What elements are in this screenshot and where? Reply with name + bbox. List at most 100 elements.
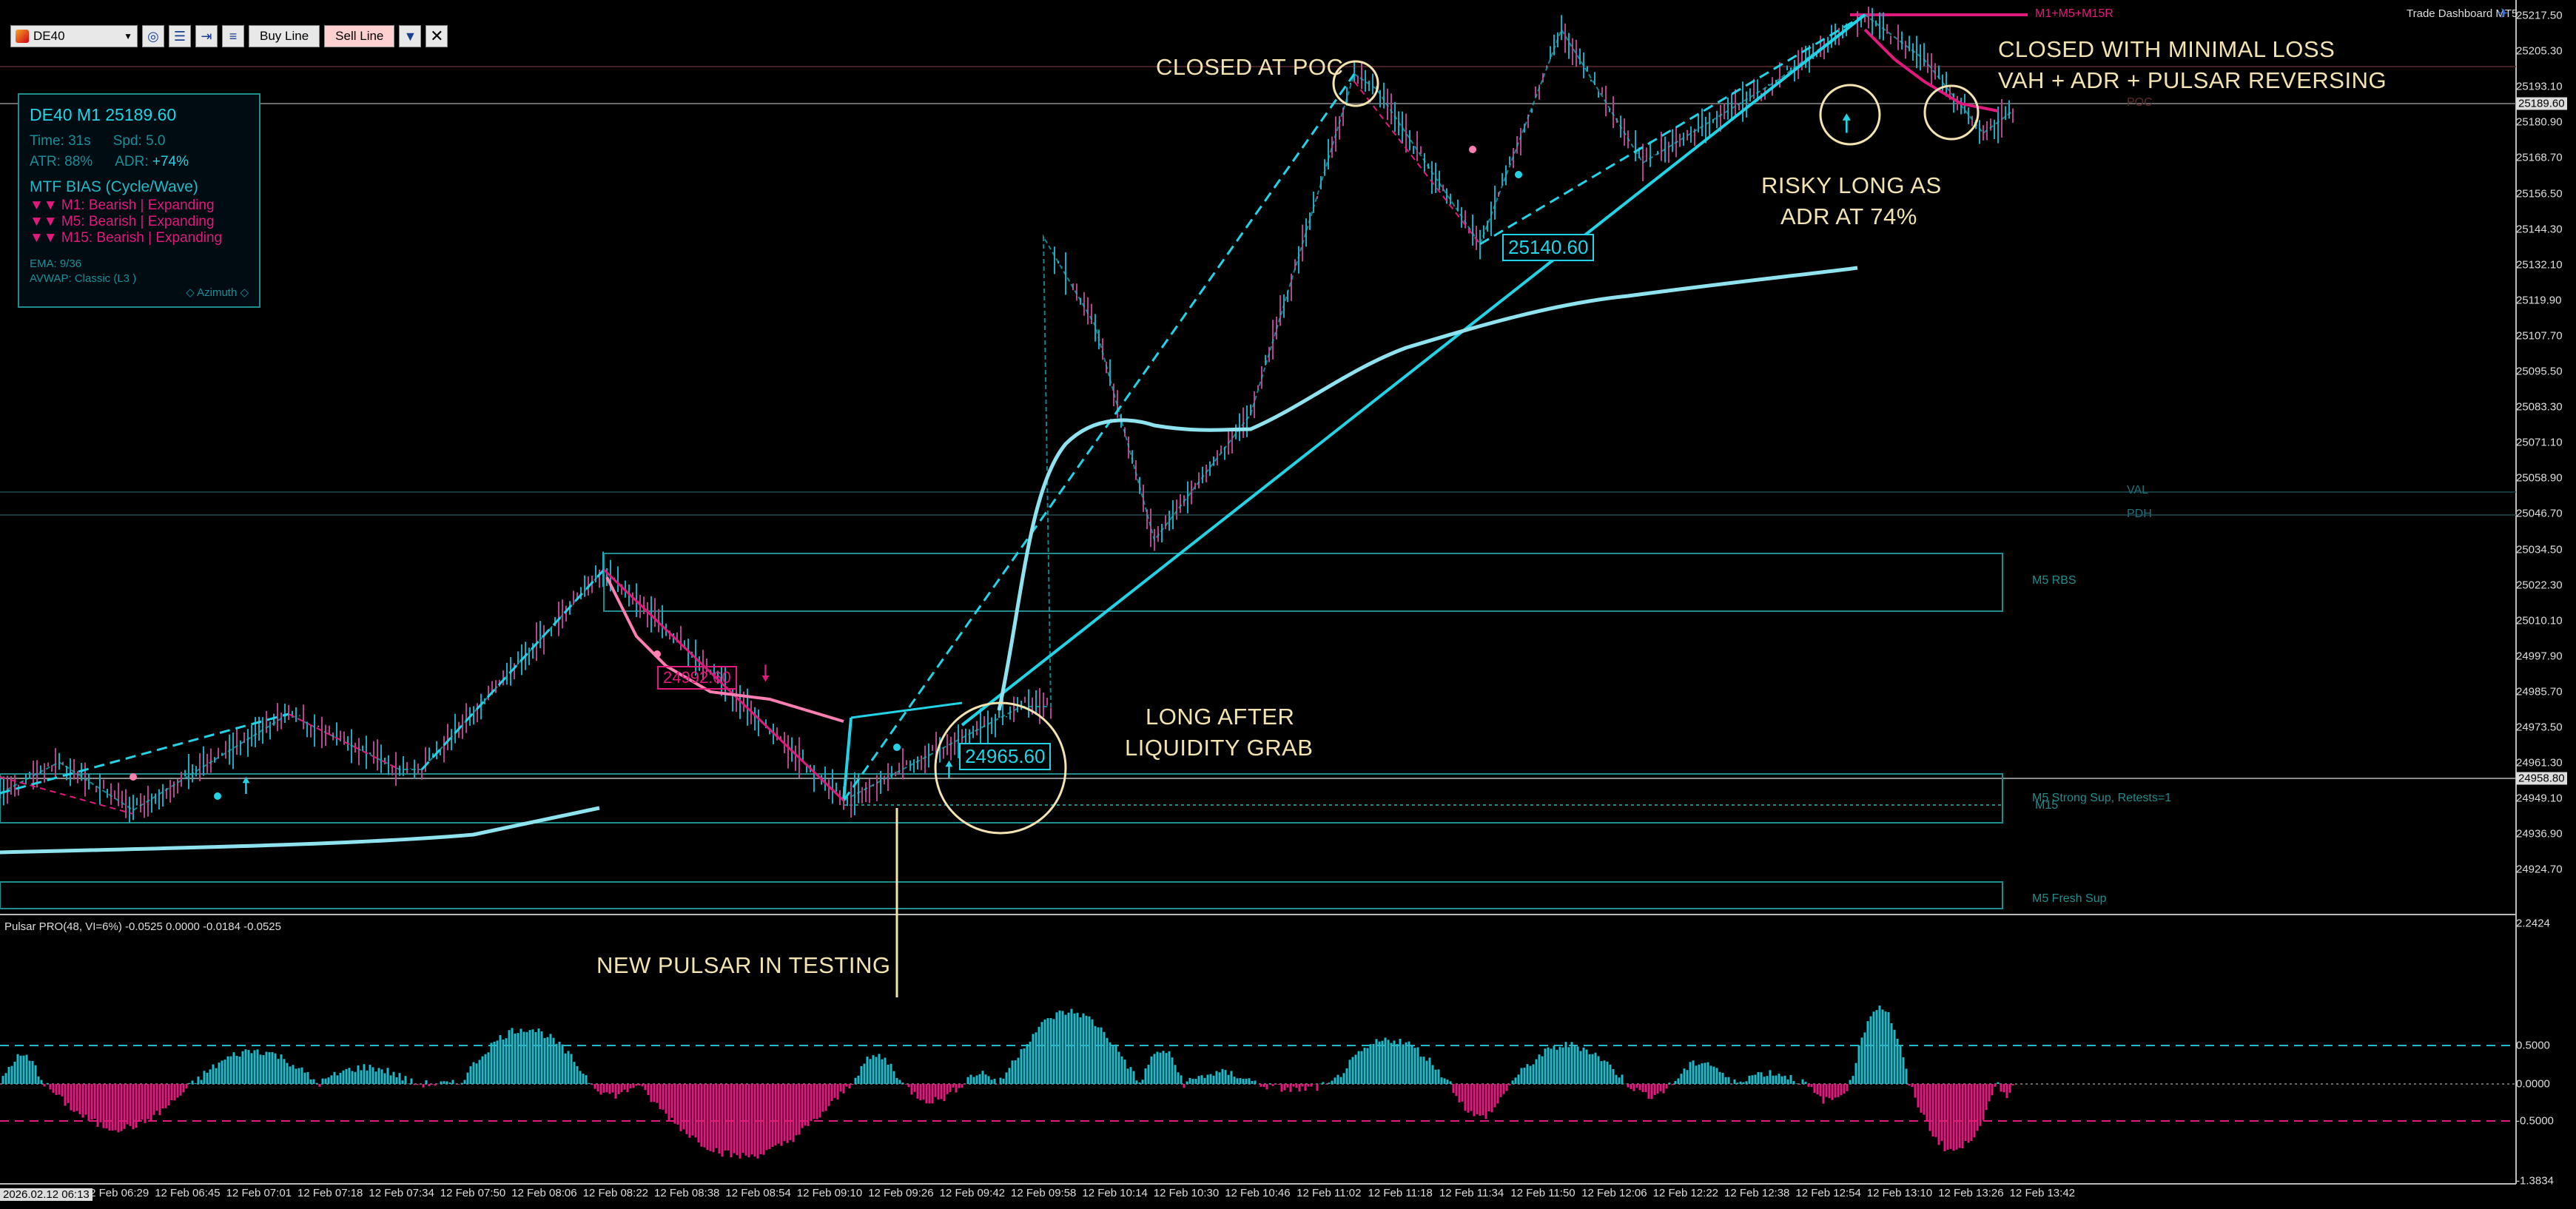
time-tick-label: 12 Feb 10:46 [1225,1187,1291,1199]
price-tick-label: 25107.70 [2516,329,2563,343]
time-tick-label: 12 Feb 08:22 [582,1187,648,1199]
candles [0,7,2014,824]
price-tick-label: 25144.30 [2516,223,2563,236]
symbol-select[interactable]: DE40 ▼ [10,25,138,47]
adr-label: ADR: [115,154,149,169]
dashed-trend-2 [1479,13,1866,246]
annotation-risky-1: RISKY LONG AS [1761,172,1942,198]
price-tick-label: 25193.10 [2516,80,2563,93]
time-tick-label: 12 Feb 09:58 [1010,1187,1077,1199]
lower-price-tag: 24958.80 [2516,772,2567,785]
oscillator-histogram [0,1006,2014,1159]
pink-ma-right [1863,28,1999,112]
annotation-long-1: LONG AFTER [1146,704,1295,730]
price-tick-label: 25205.30 [2516,44,2563,58]
price-tick-label: 25168.70 [2516,151,2563,164]
close-icon: ✕ [430,27,444,45]
time-tick-label: 12 Feb 07:34 [369,1187,434,1199]
time-tick-label: 12 Feb 11:18 [1368,1187,1433,1199]
chevron-down-icon: ▼ [403,28,417,44]
signal-dot [214,792,221,800]
arrows-icon: ⇥ [201,28,212,44]
pink-swing-4 [0,776,134,815]
dashed-trend-1 [842,73,1356,801]
bias-m15: ▼▼ M15: Bearish | Expanding [30,230,223,246]
price-tick-label: 25132.10 [2516,258,2563,272]
long-entry-circle [934,701,1067,835]
time-label: Time: 31s [30,133,91,149]
buy-line-button[interactable]: Buy Line [249,25,320,47]
signal-dot [1515,171,1522,178]
up-arrow-icon: 🠕 [1841,109,1852,138]
level-label-m1m5m15r: M1+M5+M15R [2035,7,2113,20]
close-button[interactable]: ✕ [426,25,448,47]
poc-close-circle [1332,60,1379,107]
osc-tick-label: 2.2424 [2516,917,2550,930]
annotation-pulsar-test: NEW PULSAR IN TESTING [596,952,891,978]
chevron-down-icon: ▼ [124,31,132,41]
price-tick-label: 24961.30 [2516,756,2563,769]
crosshair-icon: ◎ [147,28,159,44]
price-tick-label: 25119.90 [2516,294,2562,307]
time-axis-start: 2026.02.12 06:13 [0,1188,93,1201]
time-tick-label: 12 Feb 09:26 [868,1187,934,1199]
up-arrow-icon: 🠕 [944,757,954,783]
time-tick-label: 12 Feb 09:10 [796,1187,863,1199]
m5-rbs-zone [603,553,2003,612]
pink-swing-down [602,568,845,802]
annotation-long-2: LIQUIDITY GRAB [1125,735,1314,761]
price-tick-label: 25046.70 [2516,507,2563,520]
time-tick-label: 12 Feb 11:34 [1439,1187,1504,1199]
bias-header: MTF BIAS (Cycle/Wave) [30,178,198,195]
price-tick-label: 25083.30 [2516,400,2563,414]
azimuth-button[interactable]: ◇ Azimuth ◇ [186,286,249,299]
price-tick-label: 25217.50 [2516,9,2563,22]
time-tick-label: 12 Feb 12:54 [1795,1187,1861,1199]
solid-trend-small [842,717,852,801]
crosshair-button[interactable]: ◎ [142,25,164,47]
price-tick-label: 25022.30 [2516,579,2563,592]
arrows-button[interactable]: ⇥ [195,25,218,47]
level-label-m15: M15 [2035,799,2059,812]
price-tick-label: 24973.50 [2516,721,2563,734]
price-tick-label: 25058.90 [2516,471,2563,485]
time-tick-label: 12 Feb 09:42 [939,1187,1005,1199]
pink-ma-line [605,576,844,723]
time-tick-label: 12 Feb 07:50 [440,1187,506,1199]
bias-m1: ▼▼ M1: Bearish | Expanding [30,198,215,213]
time-tick-label: 12 Feb 06:29 [83,1187,149,1199]
time-tick-label: 12 Feb 07:01 [226,1187,292,1199]
sell-line-button[interactable]: Sell Line [324,25,395,47]
dropdown-button[interactable]: ▼ [399,25,422,47]
oscillator-title: Pulsar PRO(48, VI=6%) -0.0525 0.0000 -0.… [4,920,281,933]
price-tick-label: 25010.10 [2516,614,2563,627]
list-button[interactable]: ☰ [169,25,191,47]
dashboard-icon[interactable]: ✈ [2498,6,2509,21]
osc-tick-label: 0.0000 [2516,1077,2550,1091]
time-tick-label: 12 Feb 11:50 [1510,1187,1575,1199]
price-tick-label: 24997.90 [2516,650,2563,663]
price-tick-label: 25180.90 [2516,115,2563,129]
info-panel: DE40 M1 25189.60 Time: 31s Spd: 5.0 ATR:… [18,93,260,308]
time-tick-label: 12 Feb 11:02 [1297,1187,1362,1199]
time-tick-label: 12 Feb 12:06 [1581,1187,1647,1199]
up-arrow-icon: 🠕 [241,773,251,799]
osc-tick-label: -0.5000 [2516,1114,2554,1128]
signal-dot [1469,146,1476,153]
annotation-risky-2: ADR AT 74% [1780,203,1917,229]
ema-label: EMA: 9/36 [30,257,82,270]
time-tick-label: 12 Feb 13:10 [1866,1187,1933,1199]
time-tick-label: 12 Feb 08:06 [511,1187,577,1199]
level-label-m5-strong: M5 Strong Sup, Retests=1 [2032,792,2172,804]
price-tick-label: 24924.70 [2516,863,2563,876]
level-label-m5-rbs: M5 RBS [2032,574,2076,587]
time-tick-label: 12 Feb 10:14 [1082,1187,1148,1199]
menu-button[interactable]: ≡ [222,25,244,47]
menu-icon: ≡ [229,28,238,44]
down-arrow-icon: 🠗 [761,661,770,687]
price-label-pink: 24992.60 [657,666,737,690]
current-price-tag: 25189.60 [2516,97,2567,110]
annotation-closed-poc: CLOSED AT POC [1156,54,1344,80]
price-tick-label: 24985.70 [2516,685,2563,698]
